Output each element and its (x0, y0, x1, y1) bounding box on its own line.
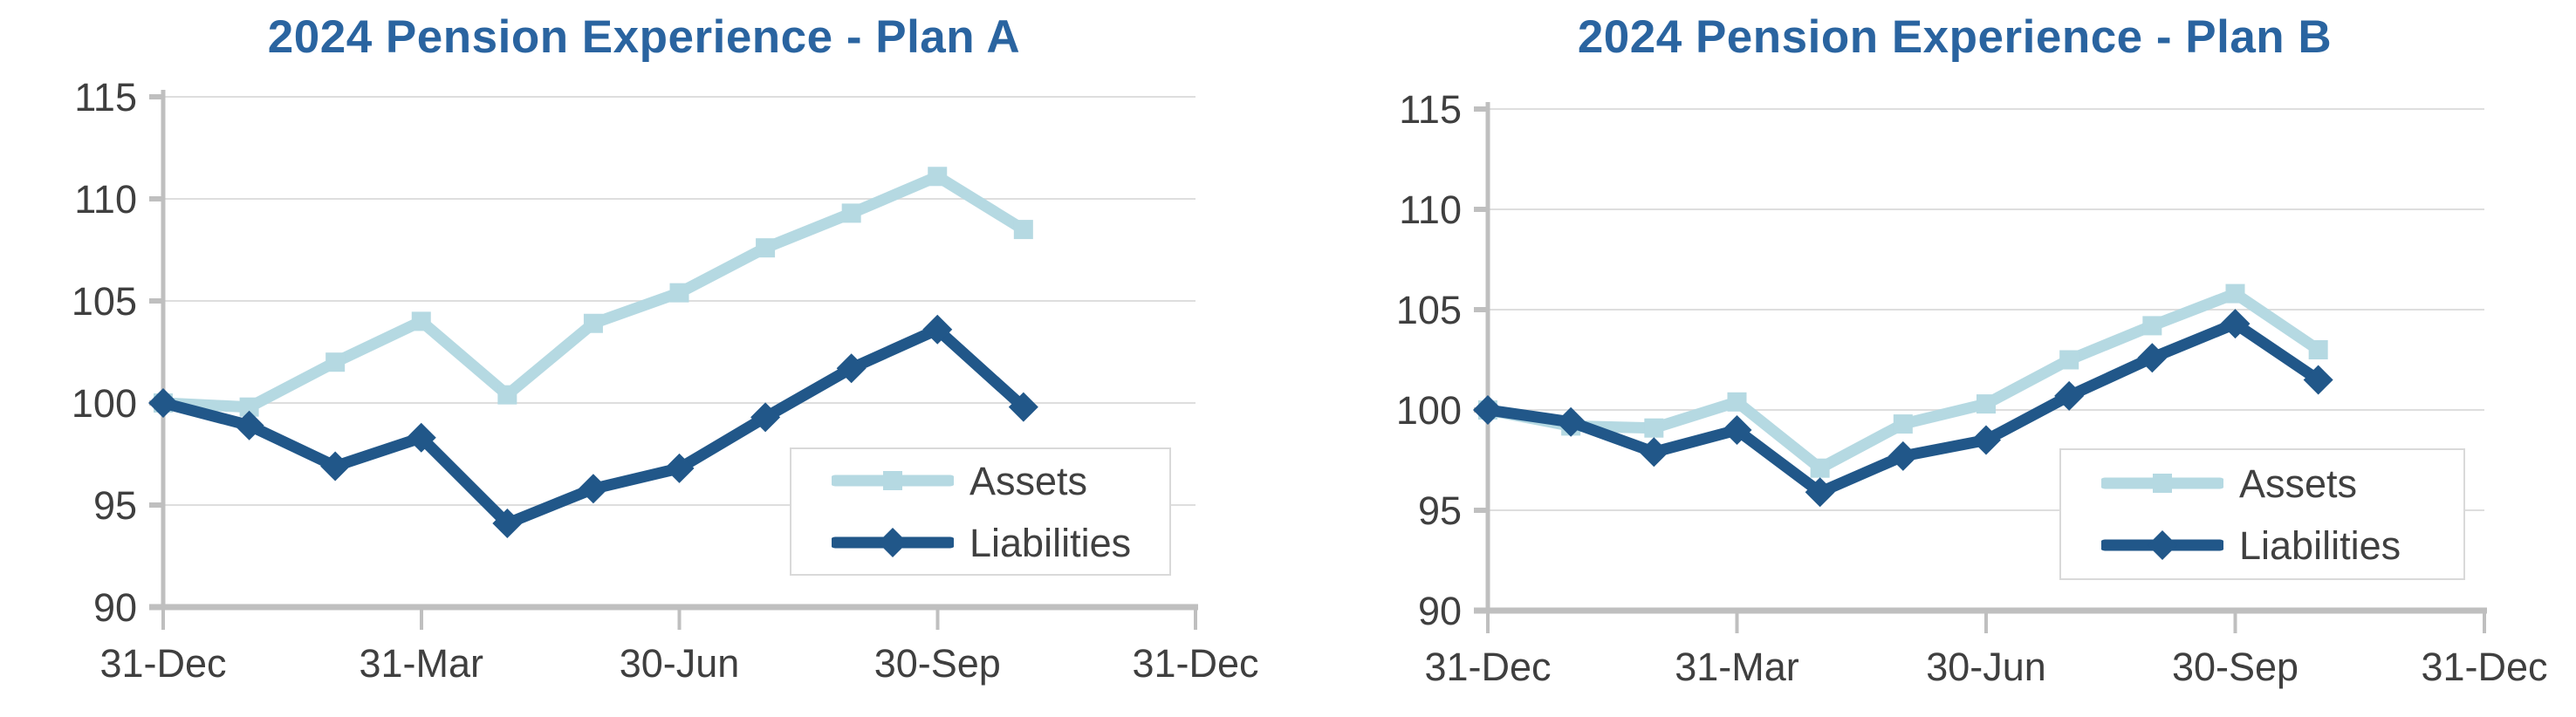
liabilities-marker (1887, 440, 1918, 471)
chart-b-plot: 115 110 105 100 95 90 31-Dec 31-Mar 30-Jun 30-Sep… (1396, 87, 2548, 689)
chart-a-legend: Assets Liabilities (790, 447, 1171, 576)
y-axis-tick (1474, 307, 1488, 312)
liabilities-marker (922, 314, 953, 345)
y-tick-label: 115 (1399, 87, 1462, 132)
y-axis-tick (149, 196, 163, 201)
y-tick-label: 95 (1418, 488, 1462, 533)
assets-marker (583, 313, 603, 333)
liabilities-marker (1008, 392, 1038, 422)
liabilities-marker (406, 422, 436, 453)
assets-marker (1893, 414, 1913, 434)
liabilities-marker (2303, 365, 2333, 395)
x-tick-label: 31-Mar (359, 641, 483, 686)
y-axis-tick (1474, 508, 1488, 513)
y-tick-label: 95 (93, 483, 137, 528)
chart-a-title: 2024 Pension Experience - Plan A (267, 11, 1021, 63)
liabilities-marker (1639, 437, 1669, 468)
liabilities-marker (2137, 343, 2168, 373)
x-tick-label: 30-Sep (2172, 645, 2299, 689)
liabilities-marker (1722, 415, 1752, 445)
y-axis-tick (149, 502, 163, 508)
x-tick-label: 31-Dec (1132, 641, 1258, 686)
liabilities-marker (234, 410, 264, 440)
y-tick-label: 105 (1396, 288, 1462, 332)
x-tick-label: 31-Dec (2421, 645, 2547, 689)
x-tick-label: 31-Dec (99, 641, 226, 686)
assets-marker (2142, 316, 2162, 336)
chart-a-plot: 115 110 105 100 95 90 31-Dec 31-Mar 30-Jun 30-Sep… (72, 75, 1259, 686)
liabilities-line-swatch-icon (2101, 530, 2223, 560)
x-tick-label: 31-Dec (1424, 645, 1551, 689)
chart-b-legend: Assets Liabilities (2059, 448, 2465, 580)
liabilities-marker (836, 353, 867, 384)
y-tick-label: 115 (74, 75, 137, 120)
legend-label-liabilities: Liabilities (969, 520, 1132, 565)
legend-label-assets: Assets (969, 458, 1088, 503)
y-tick-label: 105 (72, 279, 137, 324)
assets-marker (497, 385, 517, 405)
liabilities-marker (1971, 425, 2001, 455)
y-tick-label: 90 (1418, 589, 1462, 633)
liabilities-swatch-marker (878, 528, 908, 557)
x-tick-label: 31-Mar (1675, 645, 1799, 689)
legend-row-assets: Assets (832, 461, 1169, 501)
assets-marker (928, 167, 948, 187)
y-tick-label: 100 (1396, 388, 1462, 433)
liabilities-marker (2054, 380, 2085, 411)
legend-row-assets: Assets (2101, 464, 2463, 503)
assets-line-swatch-icon (2101, 474, 2223, 493)
assets-marker (841, 203, 861, 223)
liabilities-swatch-marker (2148, 530, 2177, 560)
liabilities-marker (664, 453, 695, 483)
y-tick-label: 100 (72, 381, 137, 426)
assets-marker (325, 352, 346, 372)
legend-row-liabilities: Liabilities (2101, 526, 2463, 565)
legend-label-assets: Assets (2239, 461, 2358, 506)
y-tick-label: 90 (93, 585, 137, 630)
legend-row-liabilities: Liabilities (832, 523, 1169, 563)
y-axis-tick (1474, 207, 1488, 212)
assets-marker (2059, 350, 2079, 370)
assets-marker (756, 238, 776, 258)
assets-marker (1644, 418, 1664, 438)
assets-marker (2308, 340, 2328, 359)
assets-marker (1977, 394, 1996, 414)
liabilities-marker (1805, 477, 1835, 508)
y-tick-label: 110 (74, 177, 137, 222)
legend-label-liabilities: Liabilities (2239, 522, 2401, 568)
liabilities-marker (148, 388, 178, 418)
assets-series-line (157, 170, 1030, 413)
x-tick-label: 30-Jun (620, 641, 740, 686)
assets-marker (411, 311, 431, 331)
assets-marker (2225, 283, 2245, 304)
y-axis-tick (149, 298, 163, 304)
y-axis-tick (149, 94, 163, 99)
assets-marker (1013, 220, 1033, 240)
assets-line-swatch-icon (832, 471, 954, 490)
liabilities-marker (320, 451, 351, 481)
assets-marker (669, 283, 689, 303)
liabilities-marker (492, 509, 523, 539)
assets-swatch-marker (883, 471, 902, 490)
liabilities-marker (1556, 406, 1586, 437)
assets-marker (1727, 392, 1747, 412)
liabilities-marker (2220, 309, 2251, 339)
liabilities-marker (750, 402, 781, 433)
liabilities-marker (1473, 395, 1503, 425)
assets-swatch-marker (2153, 474, 2172, 493)
liabilities-marker (578, 474, 608, 504)
x-tick-label: 30-Jun (1926, 645, 2046, 689)
assets-marker (239, 397, 259, 417)
y-tick-label: 110 (1399, 188, 1462, 232)
x-tick-label: 30-Sep (874, 641, 1001, 686)
y-axis-tick (1474, 106, 1488, 112)
liabilities-line-swatch-icon (832, 528, 954, 557)
chart-b-title: 2024 Pension Experience - Plan B (1577, 11, 2333, 63)
assets-marker (1810, 458, 1830, 478)
